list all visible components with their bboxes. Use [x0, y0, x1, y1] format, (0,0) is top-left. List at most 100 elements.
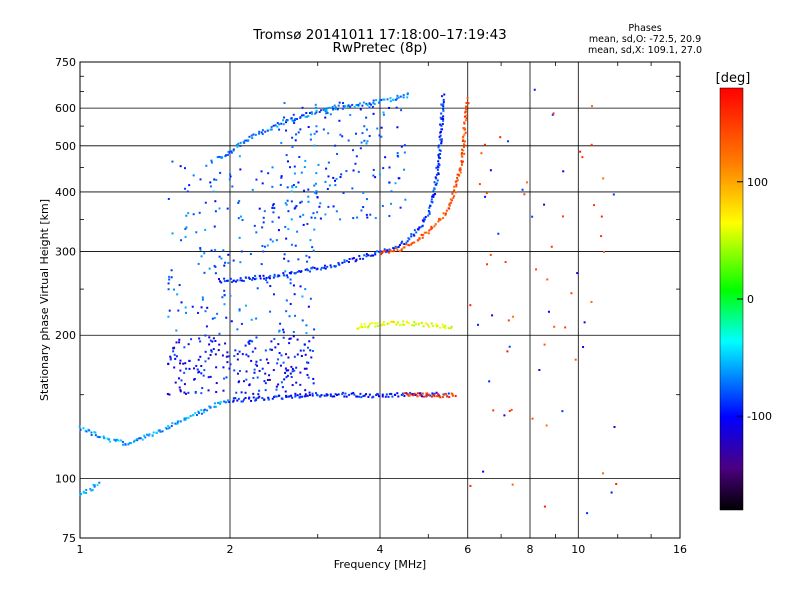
trace-point: [412, 233, 415, 236]
echo-point: [194, 391, 197, 394]
trace-point: [456, 173, 459, 176]
echo-point: [251, 188, 254, 191]
trace-point: [203, 408, 206, 411]
trace-point: [439, 326, 442, 329]
trace-point: [296, 118, 299, 121]
trace-point: [430, 198, 433, 201]
trace-point: [368, 102, 371, 105]
trace-point: [311, 392, 314, 395]
trace-point: [390, 250, 393, 253]
echo-point: [334, 179, 337, 182]
echo-point: [287, 369, 290, 372]
trace-point: [93, 431, 96, 434]
trace-point: [407, 237, 410, 240]
x-tick-label: 10: [571, 543, 585, 556]
trace-point: [419, 394, 422, 397]
trace-point: [409, 391, 412, 394]
echo-point: [229, 294, 232, 297]
echo-point: [290, 200, 293, 203]
y-tick-label: 600: [55, 102, 76, 115]
echo-point: [249, 253, 252, 256]
trace-point: [333, 395, 336, 398]
trace-point: [417, 239, 420, 242]
echo-point: [200, 255, 203, 258]
echo-point: [286, 186, 289, 189]
echo-point: [378, 134, 381, 137]
echo-point: [223, 377, 226, 380]
trace-point: [286, 395, 289, 398]
trace-point: [405, 243, 408, 246]
echo-point: [280, 381, 283, 384]
trace-point: [266, 129, 269, 132]
trace-point: [409, 393, 412, 396]
echo-point: [292, 113, 295, 116]
trace-point: [288, 395, 291, 398]
echo-point: [326, 187, 329, 190]
echo-point: [303, 343, 306, 346]
echo-point: [286, 160, 289, 163]
echo-point: [198, 370, 201, 373]
trace-point: [152, 431, 155, 434]
echo-point: [299, 201, 302, 204]
echo-point: [218, 207, 221, 210]
echo-point: [292, 335, 295, 338]
trace-point: [308, 112, 311, 115]
trace-point: [405, 241, 408, 244]
trace-point: [247, 397, 250, 400]
trace-point: [376, 322, 379, 325]
echo-point: [184, 235, 187, 238]
echo-point: [272, 293, 275, 296]
echo-point: [264, 382, 267, 385]
echo-point: [602, 177, 605, 180]
trace-point: [267, 398, 270, 401]
trace-point: [376, 250, 379, 253]
echo-point: [339, 133, 342, 136]
trace-point: [273, 395, 276, 398]
echo-point: [531, 417, 534, 420]
echo-point: [278, 352, 281, 355]
trace-point: [433, 193, 436, 196]
echo-point: [326, 111, 329, 114]
trace-point: [410, 233, 413, 236]
echo-point: [352, 149, 355, 152]
trace-point: [259, 275, 262, 278]
trace-point: [277, 394, 280, 397]
echo-point: [182, 362, 185, 365]
echo-point: [284, 371, 287, 374]
echo-point: [175, 341, 178, 344]
trace-point: [450, 199, 453, 202]
echo-point: [313, 184, 316, 187]
trace-point: [417, 228, 420, 231]
trace-point: [375, 394, 378, 397]
echo-point: [222, 249, 225, 252]
trace-point: [408, 394, 411, 397]
trace-point: [383, 98, 386, 101]
echo-point: [167, 315, 170, 318]
trace-point: [141, 438, 144, 441]
trace-point: [362, 101, 365, 104]
echo-point: [303, 166, 306, 169]
echo-point: [184, 187, 187, 190]
trace-point: [363, 323, 366, 326]
echo-point: [283, 253, 286, 256]
echo-point: [269, 238, 272, 241]
echo-point: [388, 166, 391, 169]
trace-point: [425, 395, 428, 398]
echo-point: [199, 178, 202, 181]
echo-point: [497, 232, 500, 235]
trace-point: [307, 269, 310, 272]
trace-point: [319, 268, 322, 271]
trace-point: [294, 272, 297, 275]
trace-point: [440, 128, 443, 131]
trace-point: [428, 212, 431, 215]
echo-point: [570, 292, 573, 295]
trace-point: [460, 153, 463, 156]
trace-point: [245, 139, 248, 142]
echo-point: [313, 144, 316, 147]
echo-point: [283, 116, 286, 119]
echo-point: [260, 170, 263, 173]
trace-point: [323, 266, 326, 269]
trace-point: [429, 394, 432, 397]
trace-point: [308, 394, 311, 397]
echo-point: [170, 276, 173, 279]
